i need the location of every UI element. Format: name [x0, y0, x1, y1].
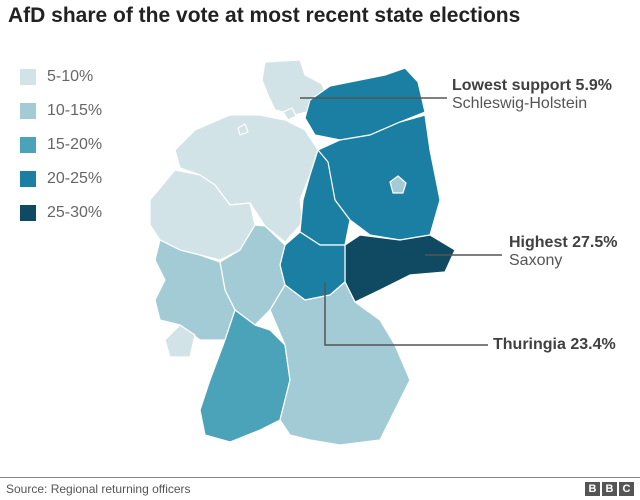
chart-title: AfD share of the vote at most recent sta… [8, 4, 521, 27]
state-berlin [389, 175, 407, 194]
legend-label: 20-25% [47, 170, 103, 187]
legend-swatch [20, 69, 36, 85]
footer-divider [0, 477, 640, 478]
state-hamburg [282, 107, 297, 121]
legend-item: 20-25% [20, 162, 102, 196]
legend-item: 25-30% [20, 196, 102, 230]
legend-label: 5-10% [47, 68, 94, 85]
annotation-line-thuringia [324, 282, 488, 346]
annotation-lowest-label: Lowest support 5.9% [452, 77, 613, 94]
bbc-logo-block: B [602, 482, 617, 496]
legend-item: 15-20% [20, 128, 102, 162]
state-rhineland-palatinate [154, 239, 236, 341]
legend-swatch [20, 171, 36, 187]
state-mecklenburg-vorpommern [304, 67, 426, 141]
annotation-lowest: Lowest support 5.9% Schleswig-Holstein [452, 77, 612, 113]
state-bremen [237, 123, 249, 136]
bbc-logo-block: C [619, 482, 634, 496]
annotation-highest-state: Saxony [509, 252, 563, 269]
state-bavaria [269, 281, 411, 446]
legend-label: 25-30% [47, 204, 103, 221]
legend-item: 10-15% [20, 94, 102, 128]
legend-label: 15-20% [47, 136, 103, 153]
legend-swatch [20, 205, 36, 221]
legend-swatch [20, 103, 36, 119]
state-saarland [164, 324, 196, 358]
legend-label: 10-15% [47, 102, 103, 119]
annotation-thuringia: Thuringia 23.4% [493, 336, 616, 354]
legend-item: 5-10% [20, 60, 102, 94]
bbc-logo: B B C [585, 482, 634, 496]
state-saxony [344, 234, 456, 303]
legend: 5-10% 10-15% 15-20% 20-25% 25-30% [20, 60, 102, 230]
bbc-logo-block: B [585, 482, 600, 496]
annotation-thuringia-label: Thuringia 23.4% [493, 336, 616, 353]
source-text: Source: Regional returning officers [6, 482, 191, 496]
annotation-lowest-state: Schleswig-Holstein [452, 95, 588, 112]
annotation-highest: Highest 27.5% Saxony [509, 234, 617, 270]
annotation-highest-label: Highest 27.5% [509, 234, 618, 251]
legend-swatch [20, 137, 36, 153]
